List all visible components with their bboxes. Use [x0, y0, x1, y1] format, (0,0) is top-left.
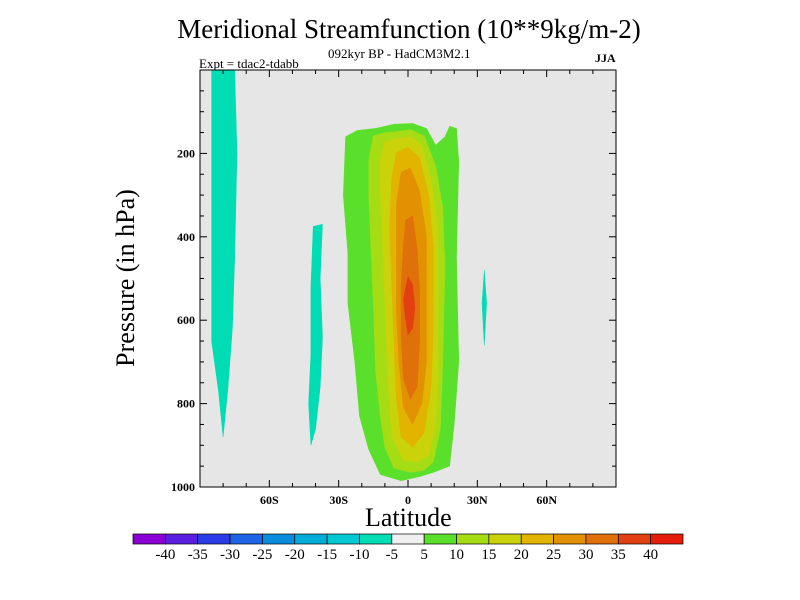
- colorbar-swatch-13: [553, 533, 587, 545]
- colorbar-swatch-10: [456, 533, 490, 545]
- colorbar-swatch-5: [294, 533, 328, 545]
- colorbar-swatch-2: [197, 533, 231, 545]
- colorbar-swatch-3: [229, 533, 263, 545]
- season-label: JJA: [595, 51, 616, 65]
- colorbar-swatch-7: [359, 533, 393, 545]
- colorbar-swatch-15: [617, 533, 651, 545]
- colorbar-label-13: 30: [578, 547, 593, 563]
- colorbar-label-15: 40: [643, 547, 658, 563]
- x-tick-label-4: 60N: [536, 493, 557, 507]
- colorbar-swatch-14: [585, 533, 619, 545]
- colorbar-label-8: 5: [420, 547, 428, 563]
- y-tick-label-4: 1000: [171, 480, 195, 494]
- x-axis-label: Latitude: [365, 503, 452, 532]
- experiment-label: Expt = tdac2-tdabb: [199, 56, 299, 71]
- colorbar-label-2: -30: [220, 547, 240, 563]
- contour-region--5-2: [481, 270, 487, 346]
- colorbar-label-7: -5: [386, 547, 399, 563]
- y-tick-label-0: 200: [177, 146, 195, 160]
- colorbar-swatch-12: [520, 533, 554, 545]
- colorbar-label-0: -40: [155, 547, 175, 563]
- colorbar-swatch-11: [488, 533, 522, 545]
- y-tick-label-1: 400: [177, 230, 195, 244]
- colorbar-label-3: -25: [252, 547, 272, 563]
- x-tick-label-2: 0: [405, 493, 411, 507]
- colorbar-swatch-1: [165, 533, 199, 545]
- colorbar-label-11: 20: [514, 547, 529, 563]
- chart-title: Meridional Streamfunction (10**9kg/m-2): [177, 14, 641, 44]
- contour-region--5-0: [211, 69, 238, 438]
- x-tick-label-3: 30N: [467, 493, 488, 507]
- colorbar-label-1: -35: [188, 547, 208, 563]
- colorbar-label-5: -15: [317, 547, 337, 563]
- colorbar-swatch-0: [132, 533, 166, 545]
- colorbar-label-14: 35: [611, 547, 626, 563]
- colorbar-label-9: 10: [449, 547, 464, 563]
- colorbar-label-6: -10: [349, 547, 369, 563]
- x-tick-label-1: 30S: [329, 493, 348, 507]
- colorbar-swatch-8: [391, 533, 425, 545]
- y-tick-label-2: 600: [177, 313, 195, 327]
- chart-subtitle: 092kyr BP - HadCM3M2.1: [328, 46, 471, 61]
- y-tick-label-3: 800: [177, 397, 195, 411]
- x-tick-label-0: 60S: [260, 493, 279, 507]
- colorbar-label-12: 25: [546, 547, 561, 563]
- contour-region--5-1: [308, 223, 323, 446]
- colorbar-swatch-4: [262, 533, 296, 545]
- colorbar-label-10: 15: [481, 547, 496, 563]
- colorbar-swatch-16: [650, 533, 684, 545]
- colorbar-swatch-9: [423, 533, 457, 545]
- contour-region-35-9: [403, 275, 416, 336]
- colorbar-swatch-6: [326, 533, 360, 545]
- colorbar-label-4: -20: [285, 547, 305, 563]
